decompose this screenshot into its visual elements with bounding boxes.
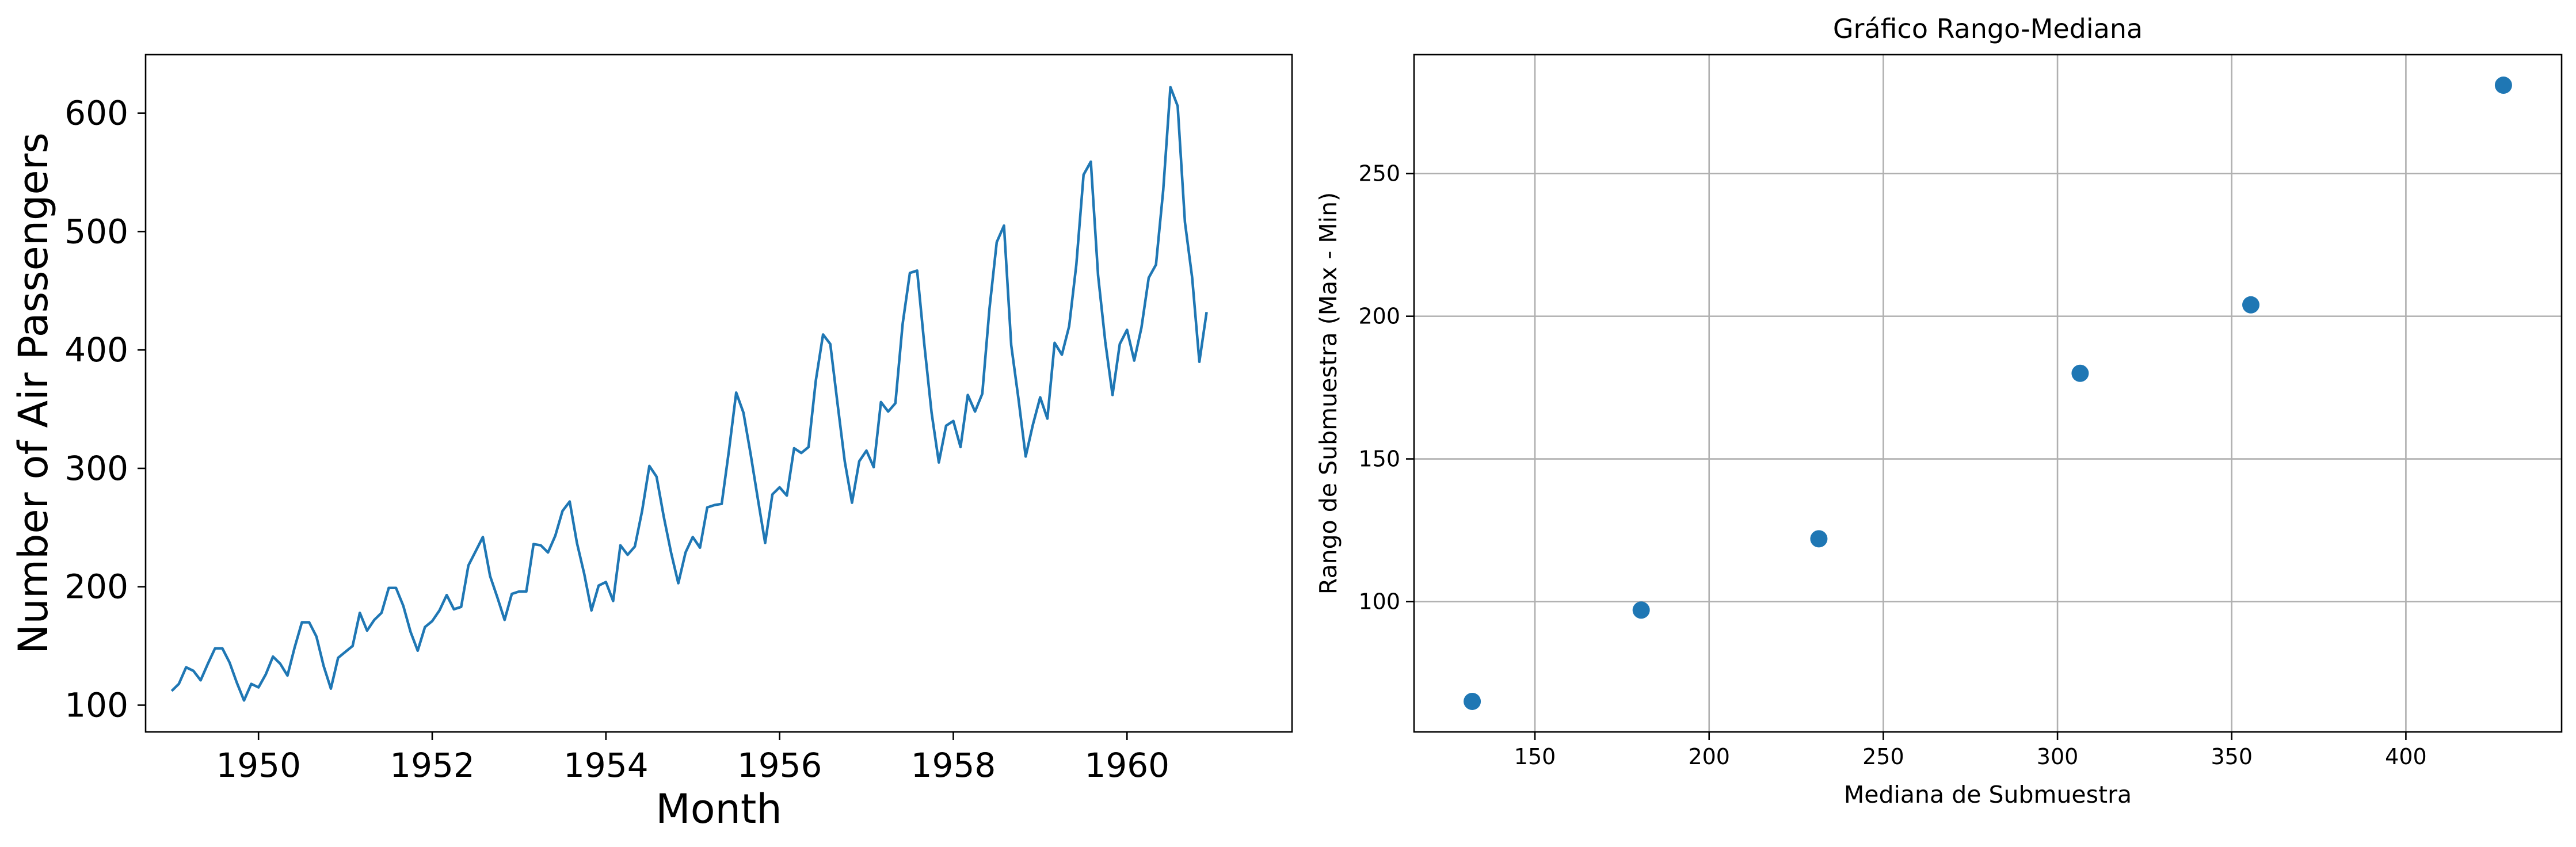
line-chart-x-axis-label: Month (656, 785, 782, 833)
line-chart-y-tick-label: 100 (64, 685, 128, 724)
scatter-point (1810, 530, 1828, 548)
line-chart-x-tick-label: 1954 (563, 746, 649, 785)
line-chart-y-tick-label: 500 (64, 212, 128, 251)
scatter-chart-y-tick-label: 100 (1358, 589, 1400, 614)
scatter-chart-x-tick-label: 250 (1862, 744, 1904, 769)
scatter-chart-x-axis-label: Mediana de Submuestra (1844, 781, 2132, 808)
scatter-chart-x-tick-label: 300 (2037, 744, 2079, 769)
scatter-chart-panel: 150 200 250 300 350 400 100 150 200 250 Gráfico R… (1314, 13, 2563, 808)
scatter-point (1464, 692, 1481, 710)
line-chart-y-tick-label: 600 (64, 94, 128, 133)
line-chart-x-tick-label: 1956 (737, 746, 822, 785)
line-chart-x-tick-label: 1952 (390, 746, 475, 785)
scatter-chart-y-tick-label: 200 (1358, 304, 1400, 329)
scatter-chart-y-tick-label: 250 (1358, 161, 1400, 186)
scatter-point (1632, 601, 1650, 619)
line-chart-panel: 1950 1952 1954 1956 1958 1960 100 200 300 400 500 6… (10, 54, 1293, 833)
scatter-chart-y-axis-label: Rango de Submuestra (Max - Min) (1314, 192, 1342, 594)
scatter-chart-x-tick-label: 200 (1688, 744, 1730, 769)
line-chart-x-tick-label: 1950 (216, 746, 301, 785)
line-chart-y-tick-label: 200 (64, 567, 128, 606)
scatter-chart-title: Gráfico Rango-Mediana (1833, 13, 2143, 44)
scatter-chart-y-tick-label: 150 (1358, 447, 1400, 472)
passengers-series-line (170, 86, 1208, 702)
line-chart-y-tick-label: 300 (64, 449, 128, 488)
scatter-point (2071, 364, 2089, 382)
scatter-point (2494, 77, 2512, 94)
scatter-point (2242, 296, 2260, 314)
scatter-chart-x-tick-label: 150 (1514, 744, 1556, 769)
scatter-chart-axes-frame (1413, 54, 2563, 733)
line-chart-x-tick-label: 1958 (911, 746, 996, 785)
line-chart-y-tick-label: 400 (64, 330, 128, 369)
line-chart-y-axis-label: Number of Air Passengers (10, 132, 57, 654)
scatter-chart-x-tick-label: 350 (2211, 744, 2253, 769)
line-chart-x-tick-label: 1960 (1084, 746, 1169, 785)
scatter-chart-x-tick-label: 400 (2385, 744, 2427, 769)
line-chart-axes-frame (144, 54, 1293, 733)
